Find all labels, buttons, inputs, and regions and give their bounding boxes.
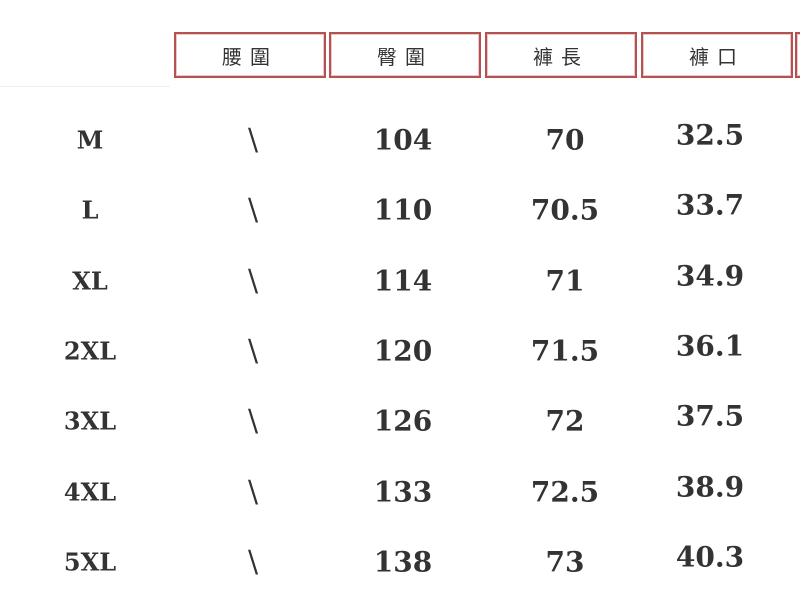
- next-column-cell: 1: [742, 124, 800, 157]
- header-waist: 腰圍: [174, 32, 326, 78]
- next-column-cell: 2: [742, 545, 800, 578]
- size-cell: 5XL: [63, 547, 117, 577]
- header-length: 褲長: [485, 32, 637, 78]
- size-cell: 2XL: [63, 336, 117, 366]
- hip-cell: 120: [373, 334, 433, 368]
- cuff-cell: 33.7: [675, 188, 745, 222]
- cuff-cell: 40.3: [675, 540, 745, 574]
- size-cell: L: [81, 195, 99, 225]
- length-cell: 70.5: [530, 193, 600, 227]
- cuff-cell: 36.1: [675, 329, 745, 363]
- size-cell: 3XL: [63, 406, 117, 436]
- hip-cell: 114: [373, 264, 433, 298]
- cuff-cell: 32.5: [675, 118, 745, 152]
- length-cell: 73: [545, 545, 585, 579]
- next-column-cell: 1: [742, 334, 800, 367]
- waist-cell: \: [247, 122, 259, 158]
- length-cell: 72: [545, 404, 585, 438]
- length-cell: 71: [545, 264, 585, 298]
- waist-cell: \: [247, 403, 259, 439]
- hip-cell: 133: [373, 475, 433, 508]
- length-cell: 70: [545, 123, 585, 157]
- cuff-cell: 34.9: [675, 259, 745, 293]
- waist-cell: \: [247, 263, 259, 299]
- hip-cell: 104: [373, 123, 433, 157]
- cuff-cell: 38.9: [675, 470, 745, 503]
- size-cell: 4XL: [63, 477, 117, 506]
- size-cell: XL: [72, 266, 108, 296]
- header-hip: 臀圍: [329, 32, 481, 78]
- divider: [0, 86, 170, 87]
- size-cell: M: [76, 125, 104, 155]
- next-column-cell: 1: [742, 475, 800, 508]
- waist-cell: \: [247, 474, 259, 509]
- waist-cell: \: [247, 333, 259, 369]
- next-column-cell: 1: [742, 264, 800, 297]
- cuff-cell: 37.5: [675, 399, 745, 433]
- length-cell: 72.5: [530, 475, 600, 508]
- header-cuff: 褲口: [641, 32, 793, 78]
- hip-cell: 138: [373, 545, 433, 579]
- waist-cell: \: [247, 192, 259, 228]
- waist-cell: \: [247, 544, 259, 580]
- hip-cell: 110: [373, 193, 433, 227]
- next-column-cell: 1: [742, 405, 800, 438]
- header-next: [795, 32, 800, 78]
- length-cell: 71.5: [530, 334, 600, 368]
- next-column-cell: 1: [742, 194, 800, 227]
- hip-cell: 126: [373, 404, 433, 438]
